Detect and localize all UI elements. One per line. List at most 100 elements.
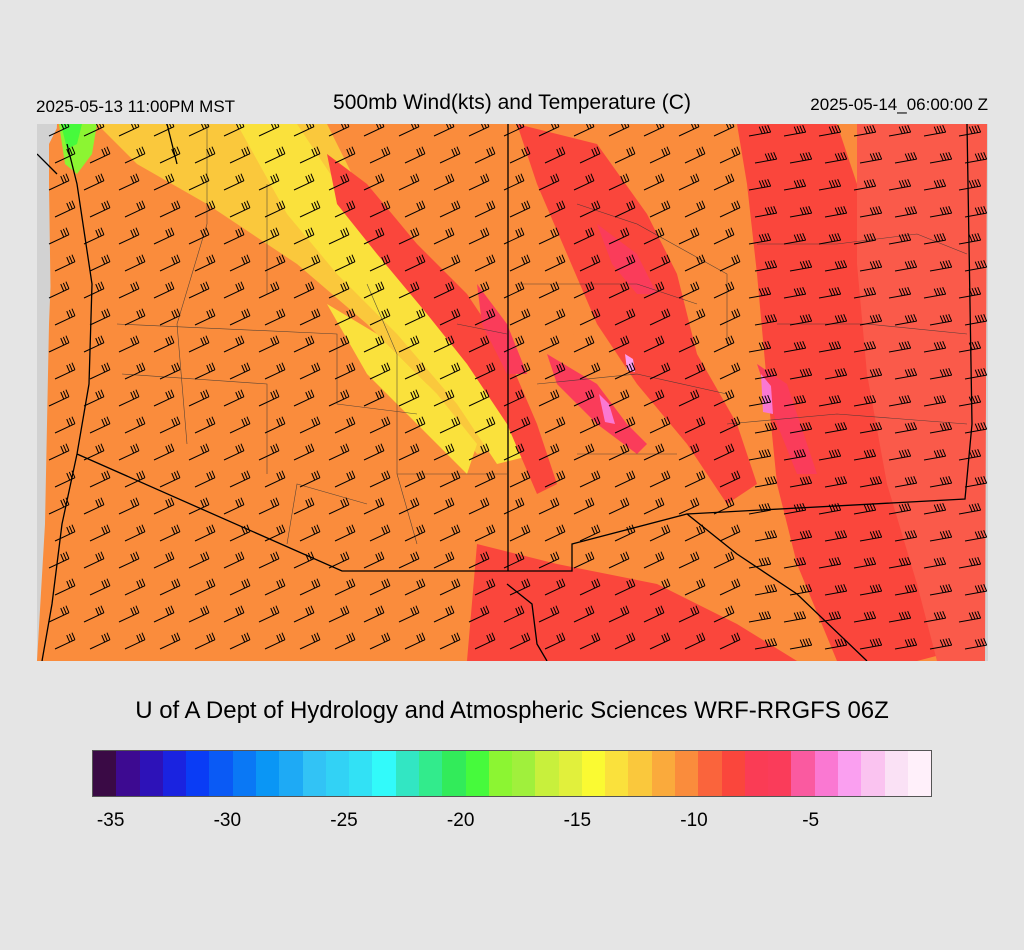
wind-barb: [328, 281, 350, 299]
wind-barb: [719, 524, 741, 542]
wind-barb: [124, 632, 146, 650]
wind-barb: [118, 173, 140, 191]
wind-barb: [579, 470, 601, 488]
wind-barb: [48, 551, 70, 569]
wind-barb: [474, 416, 496, 434]
temperature-wind-map: [37, 124, 988, 661]
wind-barb: [468, 605, 490, 623]
wind-barb: [608, 227, 630, 245]
colorbar-swatch: [814, 751, 838, 796]
wind-barb: [398, 173, 420, 191]
wind-barb: [293, 124, 315, 137]
wind-barb: [894, 529, 918, 542]
wind-barb: [404, 470, 426, 488]
colorbar-tick-label: -10: [680, 810, 708, 831]
wind-barb: [258, 227, 280, 245]
wind-barb: [579, 200, 601, 218]
wind-barb: [818, 232, 842, 245]
wind-barb: [474, 578, 496, 596]
wind-barb: [118, 227, 140, 245]
weather-map[interactable]: [37, 124, 988, 661]
wind-barb: [89, 254, 111, 272]
wind-barb: [888, 502, 912, 515]
wind-barb: [608, 497, 630, 515]
wind-barb: [783, 232, 807, 245]
colorbar-swatch: [884, 751, 908, 796]
wind-barb: [573, 497, 595, 515]
wind-barb: [299, 362, 321, 380]
wind-barb: [573, 443, 595, 461]
wind-barb: [964, 475, 988, 488]
wind-barb: [398, 497, 420, 515]
wind-barb: [544, 308, 566, 326]
wind-barb: [888, 286, 912, 299]
wind-barb: [83, 124, 105, 137]
wind-barb: [894, 637, 918, 650]
wind-barb: [363, 389, 385, 407]
wind-barb: [958, 556, 982, 569]
wind-barb: [188, 281, 210, 299]
wind-barb: [503, 281, 525, 299]
wind-barb: [124, 524, 146, 542]
wind-barb: [118, 497, 140, 515]
wind-barb: [649, 416, 671, 434]
wind-barb: [929, 259, 953, 272]
wind-barb: [433, 497, 455, 515]
wind-barb: [783, 502, 807, 515]
wind-barb: [748, 232, 772, 245]
wind-barb: [398, 335, 420, 353]
wind-barb: [363, 551, 385, 569]
wind-barb: [818, 394, 842, 407]
wind-barb: [894, 151, 918, 164]
wind-barb: [188, 605, 210, 623]
wind-barb: [579, 416, 601, 434]
wind-barb: [474, 632, 496, 650]
wind-barb: [958, 610, 982, 623]
wind-barb: [643, 443, 665, 461]
wind-barb: [229, 632, 251, 650]
wind-barb: [573, 124, 595, 137]
wind-barb: [538, 173, 560, 191]
wind-barb: [153, 443, 175, 461]
wind-barb: [439, 524, 461, 542]
wind-barb: [818, 448, 842, 461]
wind-barb: [573, 389, 595, 407]
wind-barb: [503, 124, 525, 137]
wind-barb: [54, 470, 76, 488]
wind-barb: [48, 124, 70, 137]
wind-barb: [818, 124, 842, 137]
wind-barb: [194, 632, 216, 650]
wind-barb: [89, 362, 111, 380]
wind-barb: [608, 124, 630, 137]
wind-barb: [159, 632, 181, 650]
wind-barb: [433, 605, 455, 623]
wind-barb: [929, 367, 953, 380]
wind-barb: [299, 524, 321, 542]
wind-barb: [439, 470, 461, 488]
wind-barb: [929, 151, 953, 164]
wind-barb: [264, 254, 286, 272]
colorbar-swatch: [349, 751, 373, 796]
wind-barb: [194, 200, 216, 218]
wind-barb: [118, 443, 140, 461]
wind-barb: [503, 227, 525, 245]
temperature-band-cool-2: [237, 124, 537, 464]
wind-barb: [439, 254, 461, 272]
wind-barb: [153, 389, 175, 407]
wind-barb: [748, 610, 772, 623]
county-borders: [116, 124, 968, 545]
colorbar-swatch: [116, 751, 140, 796]
wind-barb: [888, 448, 912, 461]
wind-barb: [544, 416, 566, 434]
wind-barb: [89, 632, 111, 650]
wind-barb: [188, 497, 210, 515]
wind-barb: [468, 497, 490, 515]
wind-barb: [194, 308, 216, 326]
wind-barb: [573, 173, 595, 191]
wind-barb: [54, 146, 76, 164]
wind-barb: [748, 394, 772, 407]
wind-barb: [398, 281, 420, 299]
wind-barb: [229, 470, 251, 488]
wind-barb: [159, 146, 181, 164]
wind-barb: [923, 124, 947, 137]
